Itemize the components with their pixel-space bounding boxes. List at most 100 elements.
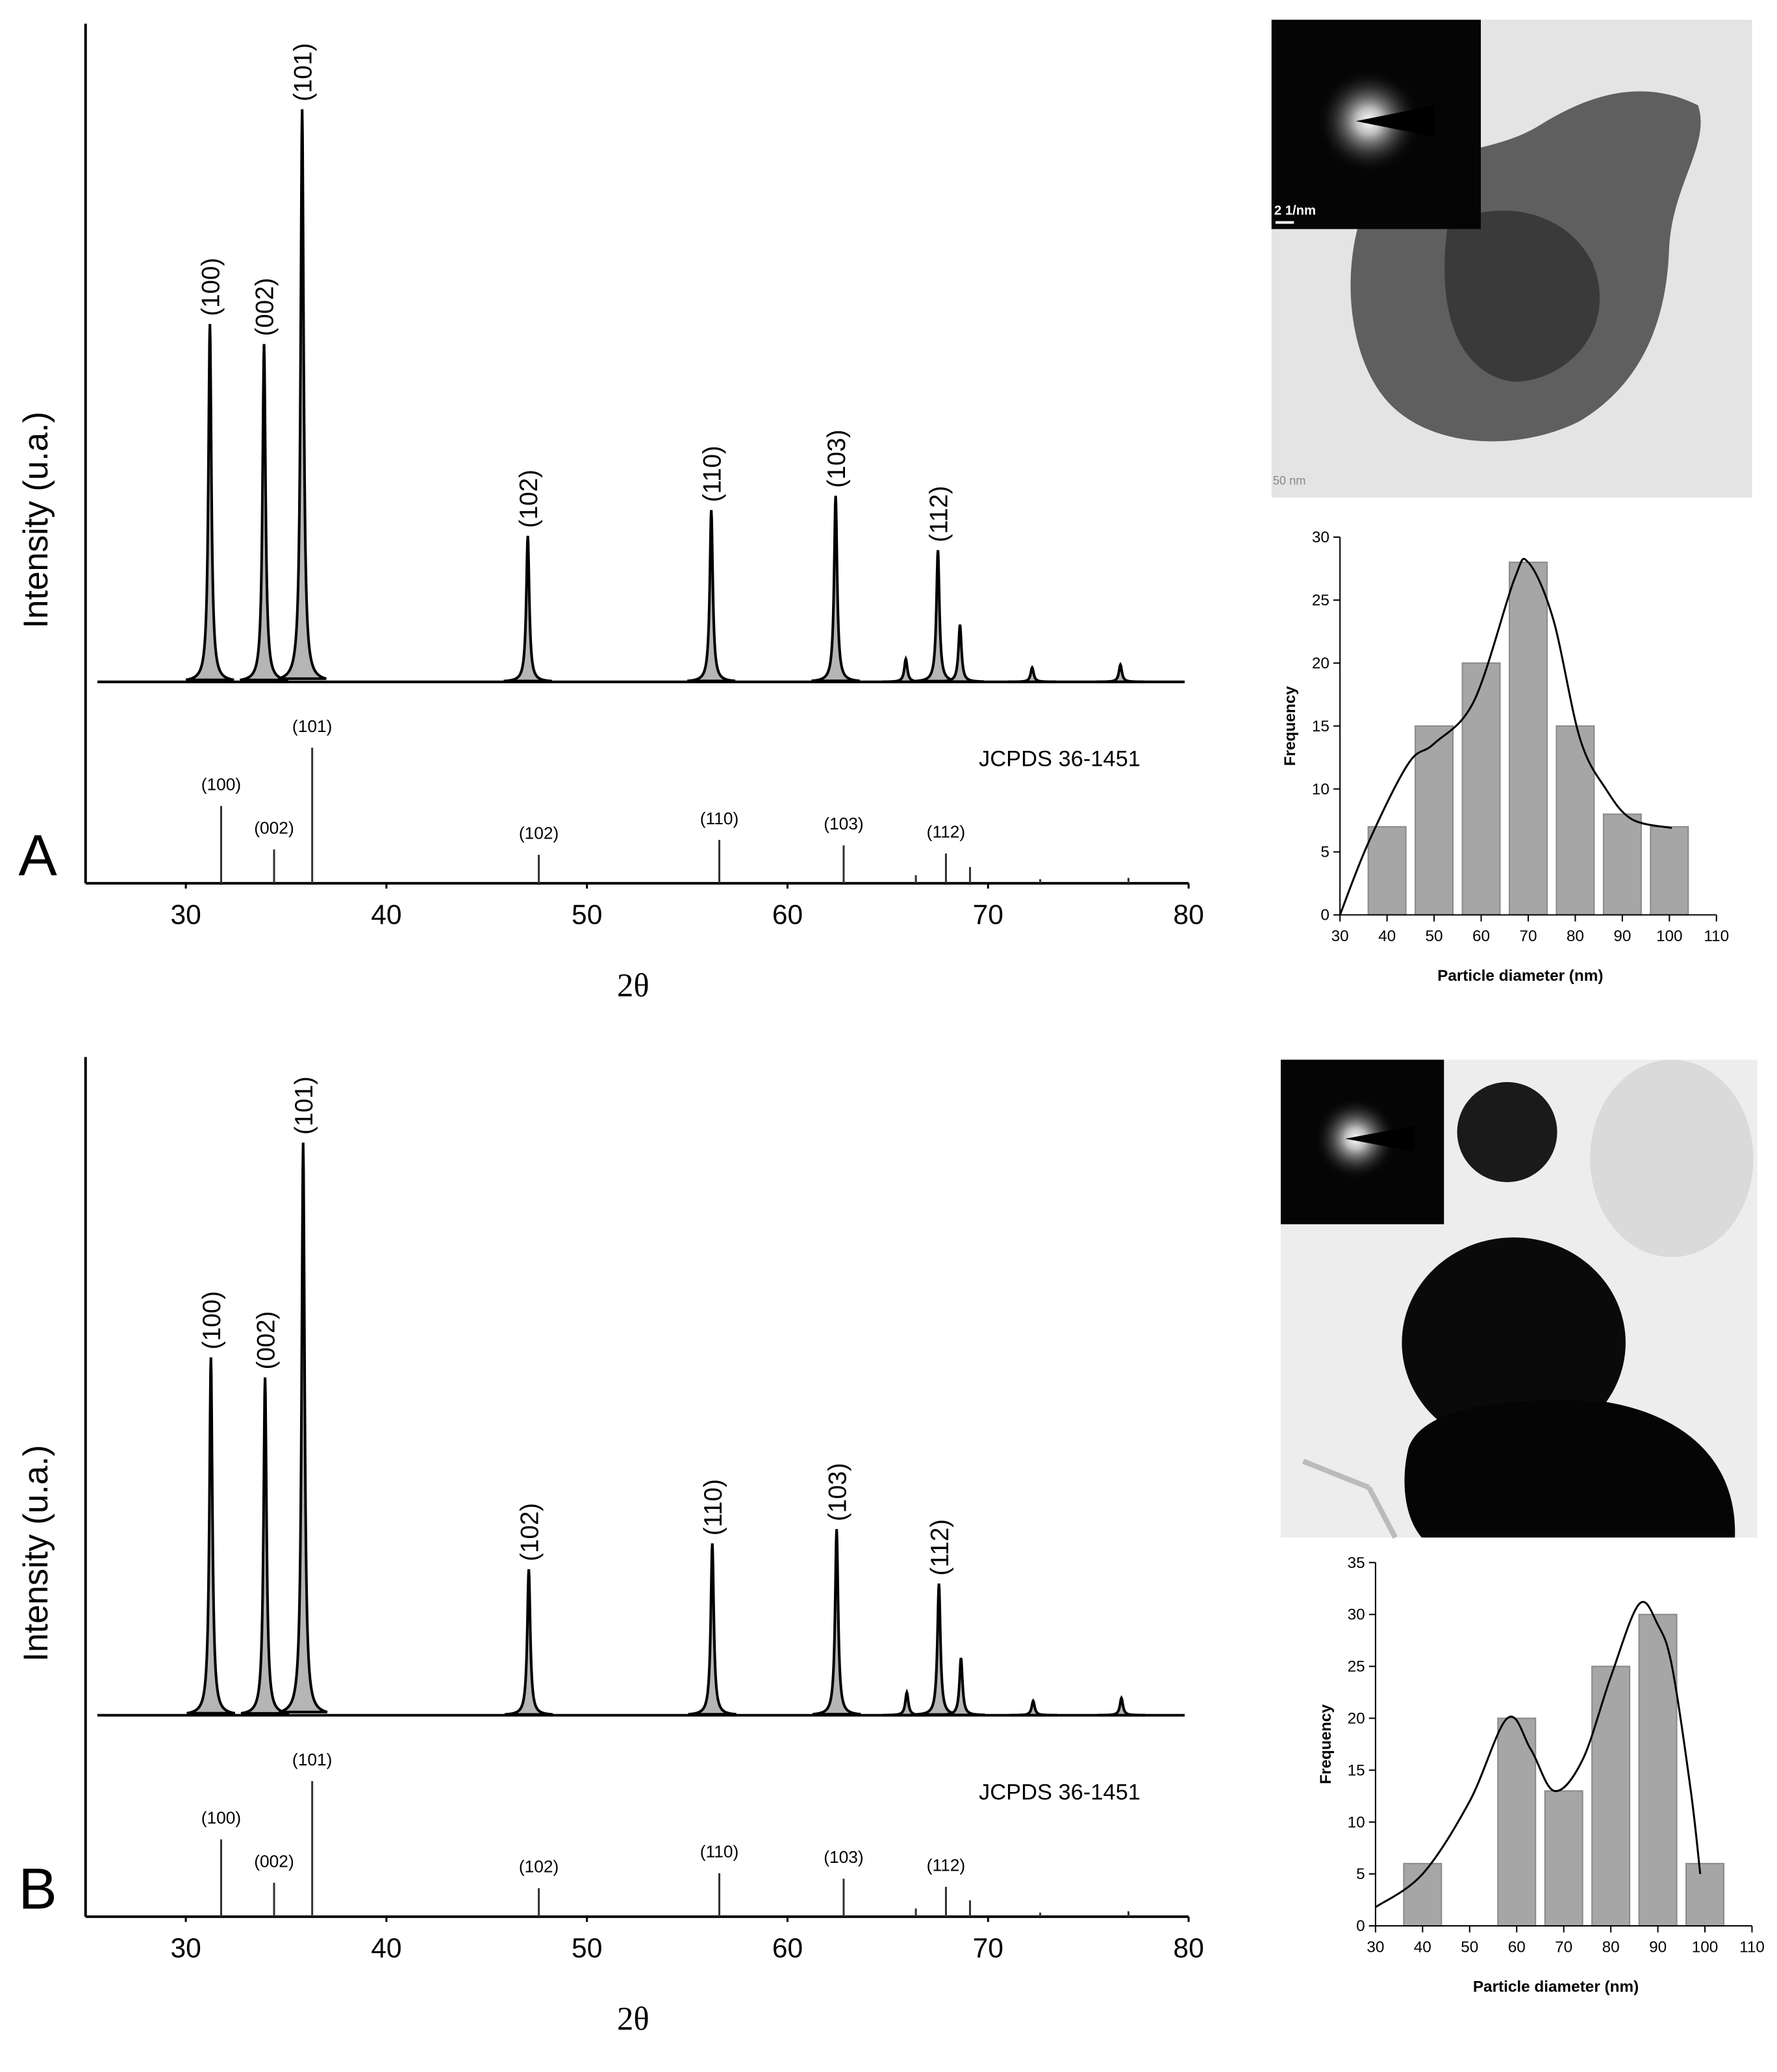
- diffraction-peak: [811, 496, 860, 683]
- diffraction-peak: [240, 1377, 290, 1715]
- particle: [1404, 1400, 1735, 1538]
- x-tick-label: 60: [772, 1933, 803, 1964]
- x-tick-label: 80: [1173, 900, 1204, 931]
- diffraction-peak: [240, 344, 288, 681]
- particle: [1457, 1081, 1557, 1182]
- peak-label: (103): [824, 1463, 851, 1521]
- peak-label: (103): [823, 429, 851, 488]
- y-tick-label: 25: [1348, 1658, 1365, 1676]
- x-tick-label: 40: [371, 900, 401, 931]
- x-tick-label: 70: [973, 900, 1003, 931]
- reference-label: (101): [292, 1750, 332, 1769]
- diffraction-peak: [1096, 661, 1145, 683]
- x-tick-label: 80: [1567, 928, 1584, 945]
- diffraction-peak: [935, 624, 985, 683]
- x-tick-label: 30: [170, 900, 201, 931]
- x-tick-label: 50: [1426, 928, 1443, 945]
- tem-scale-label: 50 nm: [1273, 474, 1306, 487]
- x-tick-label: 90: [1613, 928, 1631, 945]
- y-tick-label: 30: [1348, 1606, 1365, 1624]
- diffraction-peak: [185, 323, 234, 681]
- peak-label: (102): [516, 1503, 544, 1561]
- diffraction-peak: [277, 109, 327, 680]
- film-edge: [1302, 1458, 1398, 1539]
- bar: [1685, 1863, 1725, 1927]
- peak-label: (100): [197, 258, 225, 316]
- diffraction-peak: [1009, 1698, 1057, 1717]
- y-tick-label: 0: [1320, 907, 1330, 924]
- reference-label: (002): [254, 818, 294, 837]
- y-tick-label: 10: [1312, 781, 1330, 798]
- film-hole: [1590, 1059, 1754, 1257]
- peak-label: (100): [198, 1291, 226, 1350]
- x-tick-label: 100: [1656, 928, 1683, 945]
- bar: [1367, 826, 1407, 916]
- peak-label: (110): [698, 446, 726, 502]
- diffraction-peak: [687, 510, 736, 683]
- y-tick-label: 10: [1348, 1813, 1365, 1831]
- particle-cluster-core: [1444, 210, 1600, 382]
- x-tick-label: 40: [1414, 1939, 1431, 1956]
- y-tick-label: 30: [1312, 529, 1330, 546]
- peak-label: (002): [251, 278, 279, 336]
- peak-label: (101): [290, 1076, 318, 1135]
- y-axis-title: Intensity (u.a.): [17, 412, 55, 629]
- bar: [1591, 1665, 1631, 1927]
- x-tick-label: 50: [572, 900, 602, 931]
- x-tick-label: 90: [1649, 1939, 1667, 1956]
- x-tick-label: 50: [1461, 1939, 1478, 1956]
- tem-image-a: 2 1/nm 50 nm: [1271, 19, 1752, 498]
- y-tick-label: 20: [1348, 1710, 1365, 1727]
- bar: [1415, 725, 1454, 916]
- particle: [1402, 1237, 1626, 1448]
- reference-name: JCPDS 36-1451: [979, 747, 1141, 772]
- y-tick-label: 20: [1312, 655, 1330, 672]
- y-tick-label: 5: [1356, 1865, 1365, 1883]
- peak-label: (112): [925, 486, 953, 542]
- bar: [1638, 1613, 1678, 1927]
- reference-name: JCPDS 36-1451: [979, 1780, 1141, 1804]
- x-tick-label: 70: [973, 1933, 1003, 1964]
- panel-label: B: [18, 1856, 57, 1921]
- fit-curve: [1339, 557, 1672, 916]
- reference-label: (100): [201, 775, 241, 794]
- peak-label: (002): [252, 1311, 280, 1370]
- y-tick-label: 0: [1356, 1917, 1365, 1935]
- diffraction-peak: [1008, 664, 1057, 683]
- x-tick-label: 110: [1739, 1939, 1765, 1956]
- reference-label: (102): [519, 1857, 559, 1876]
- y-axis-title: Intensity (u.a.): [17, 1445, 55, 1662]
- diffraction-peak: [883, 1688, 931, 1717]
- reference-label: (103): [824, 814, 863, 833]
- peak-label: (112): [926, 1519, 954, 1576]
- diffraction-peak: [503, 535, 552, 683]
- diffraction-peak: [913, 550, 963, 683]
- diffraction-peak: [186, 1357, 236, 1715]
- reference-label: (103): [824, 1847, 863, 1867]
- reference-label: (002): [254, 1851, 294, 1871]
- diffraction-peak: [504, 1569, 553, 1716]
- reference-label: (110): [700, 809, 739, 828]
- x-tick-label: 70: [1555, 1939, 1572, 1956]
- y-axis-title: Frequency: [1281, 686, 1299, 766]
- x-tick-label: 60: [772, 900, 803, 931]
- y-tick-label: 15: [1312, 718, 1330, 735]
- bar: [1497, 1717, 1537, 1927]
- peak-label: (101): [289, 43, 317, 101]
- x-tick-label: 110: [1704, 928, 1729, 945]
- x-axis-title: 2θ: [617, 967, 649, 1004]
- peak-label: (110): [699, 1479, 727, 1535]
- diffraction-peak: [688, 1543, 737, 1716]
- tem-image-b: [1280, 1059, 1758, 1539]
- bar: [1544, 1790, 1583, 1927]
- bar: [1650, 826, 1689, 916]
- diffraction-peak: [937, 1658, 985, 1717]
- diffraction-peak: [812, 1529, 861, 1716]
- x-tick-label: 40: [1378, 928, 1396, 945]
- panel-label: A: [18, 823, 57, 888]
- y-axis-title: Frequency: [1317, 1704, 1335, 1784]
- x-tick-label: 40: [371, 1933, 401, 1964]
- x-tick-label: 50: [572, 1933, 602, 1964]
- x-tick-label: 30: [1367, 1939, 1384, 1956]
